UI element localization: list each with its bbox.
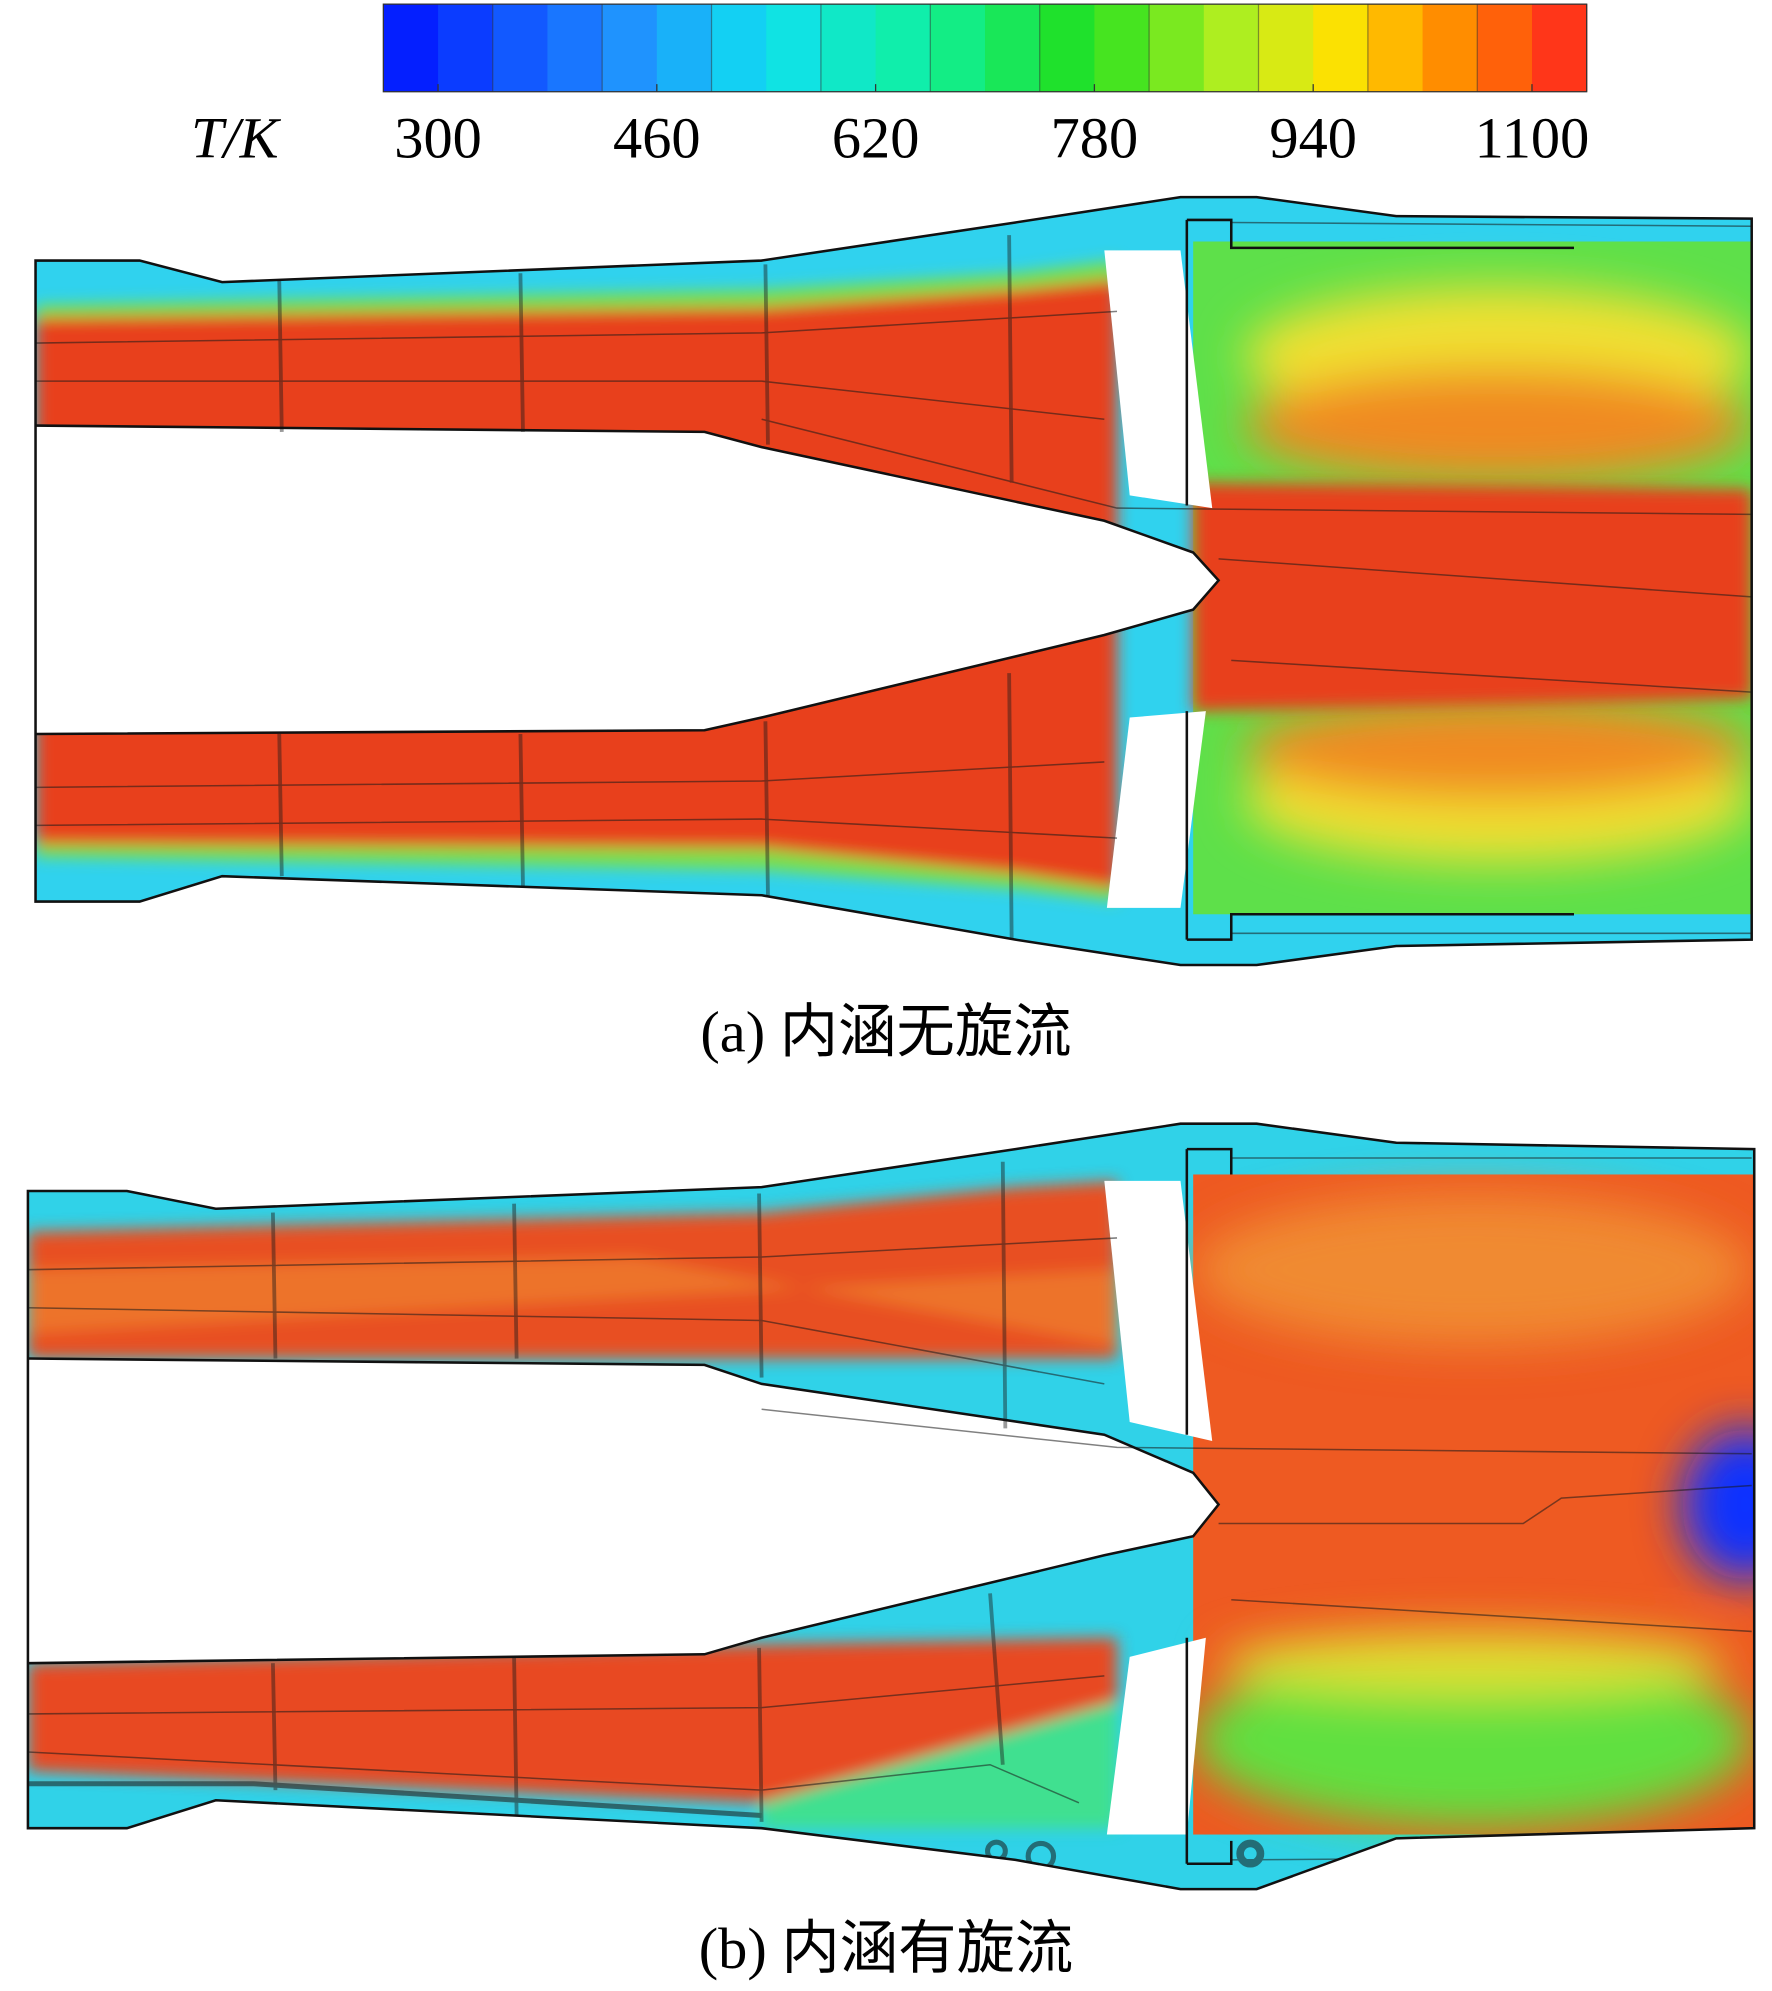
colorbar-band <box>1149 4 1205 92</box>
colorbar-tick-label: 300 <box>394 106 482 171</box>
colorbar-tick-label: 940 <box>1269 106 1357 171</box>
colorbar-band <box>1422 4 1478 92</box>
colorbar-band <box>1094 4 1150 92</box>
colorbar-band <box>1258 4 1314 92</box>
colorbar-band <box>875 4 931 92</box>
colorbar-band <box>656 4 713 92</box>
colorbar-band <box>1531 4 1588 92</box>
colorbar-band <box>1477 4 1533 92</box>
panel-a: (a) 内涵无旋流 <box>34 195 1753 1064</box>
colorbar-band <box>1039 4 1096 92</box>
colorbar-band <box>383 4 439 92</box>
colorbar-band <box>820 4 877 92</box>
panel-b: (b) 内涵有旋流 <box>26 1122 1756 1981</box>
colorbar-band <box>438 4 494 92</box>
colorbar-band <box>492 4 549 92</box>
colorbar-band <box>711 4 767 92</box>
colorbar-band <box>1313 4 1369 92</box>
colorbar-band <box>985 4 1041 92</box>
colorbar-label: T/K <box>191 106 282 171</box>
colorbar: 300 460 620 780 940 1100 <box>382 3 1590 171</box>
colorbar-band <box>930 4 986 92</box>
colorbar-tick-label: 460 <box>613 106 701 171</box>
colorbar-band <box>547 4 603 92</box>
colorbar-tick-label: 620 <box>832 106 920 171</box>
colorbar-band <box>602 4 658 92</box>
caption: (b) 内涵有旋流 <box>699 1916 1074 1981</box>
colorbar-band <box>766 4 822 92</box>
caption: (a) 内涵无旋流 <box>700 999 1071 1064</box>
colorbar-band <box>1367 4 1424 92</box>
colorbar-frame <box>382 3 1588 93</box>
colorbar-tick-label: 780 <box>1051 106 1139 171</box>
colorbar-tick-label: 1100 <box>1475 106 1590 171</box>
colorbar-band <box>1203 4 1260 92</box>
